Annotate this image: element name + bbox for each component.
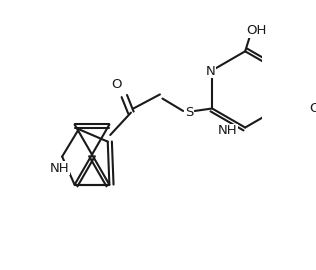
Text: O: O <box>310 102 316 115</box>
Text: OH: OH <box>246 24 266 37</box>
Text: S: S <box>185 106 193 119</box>
Text: NH: NH <box>50 162 70 175</box>
Text: N: N <box>206 65 216 78</box>
Text: O: O <box>112 78 122 91</box>
Text: NH: NH <box>217 124 237 137</box>
